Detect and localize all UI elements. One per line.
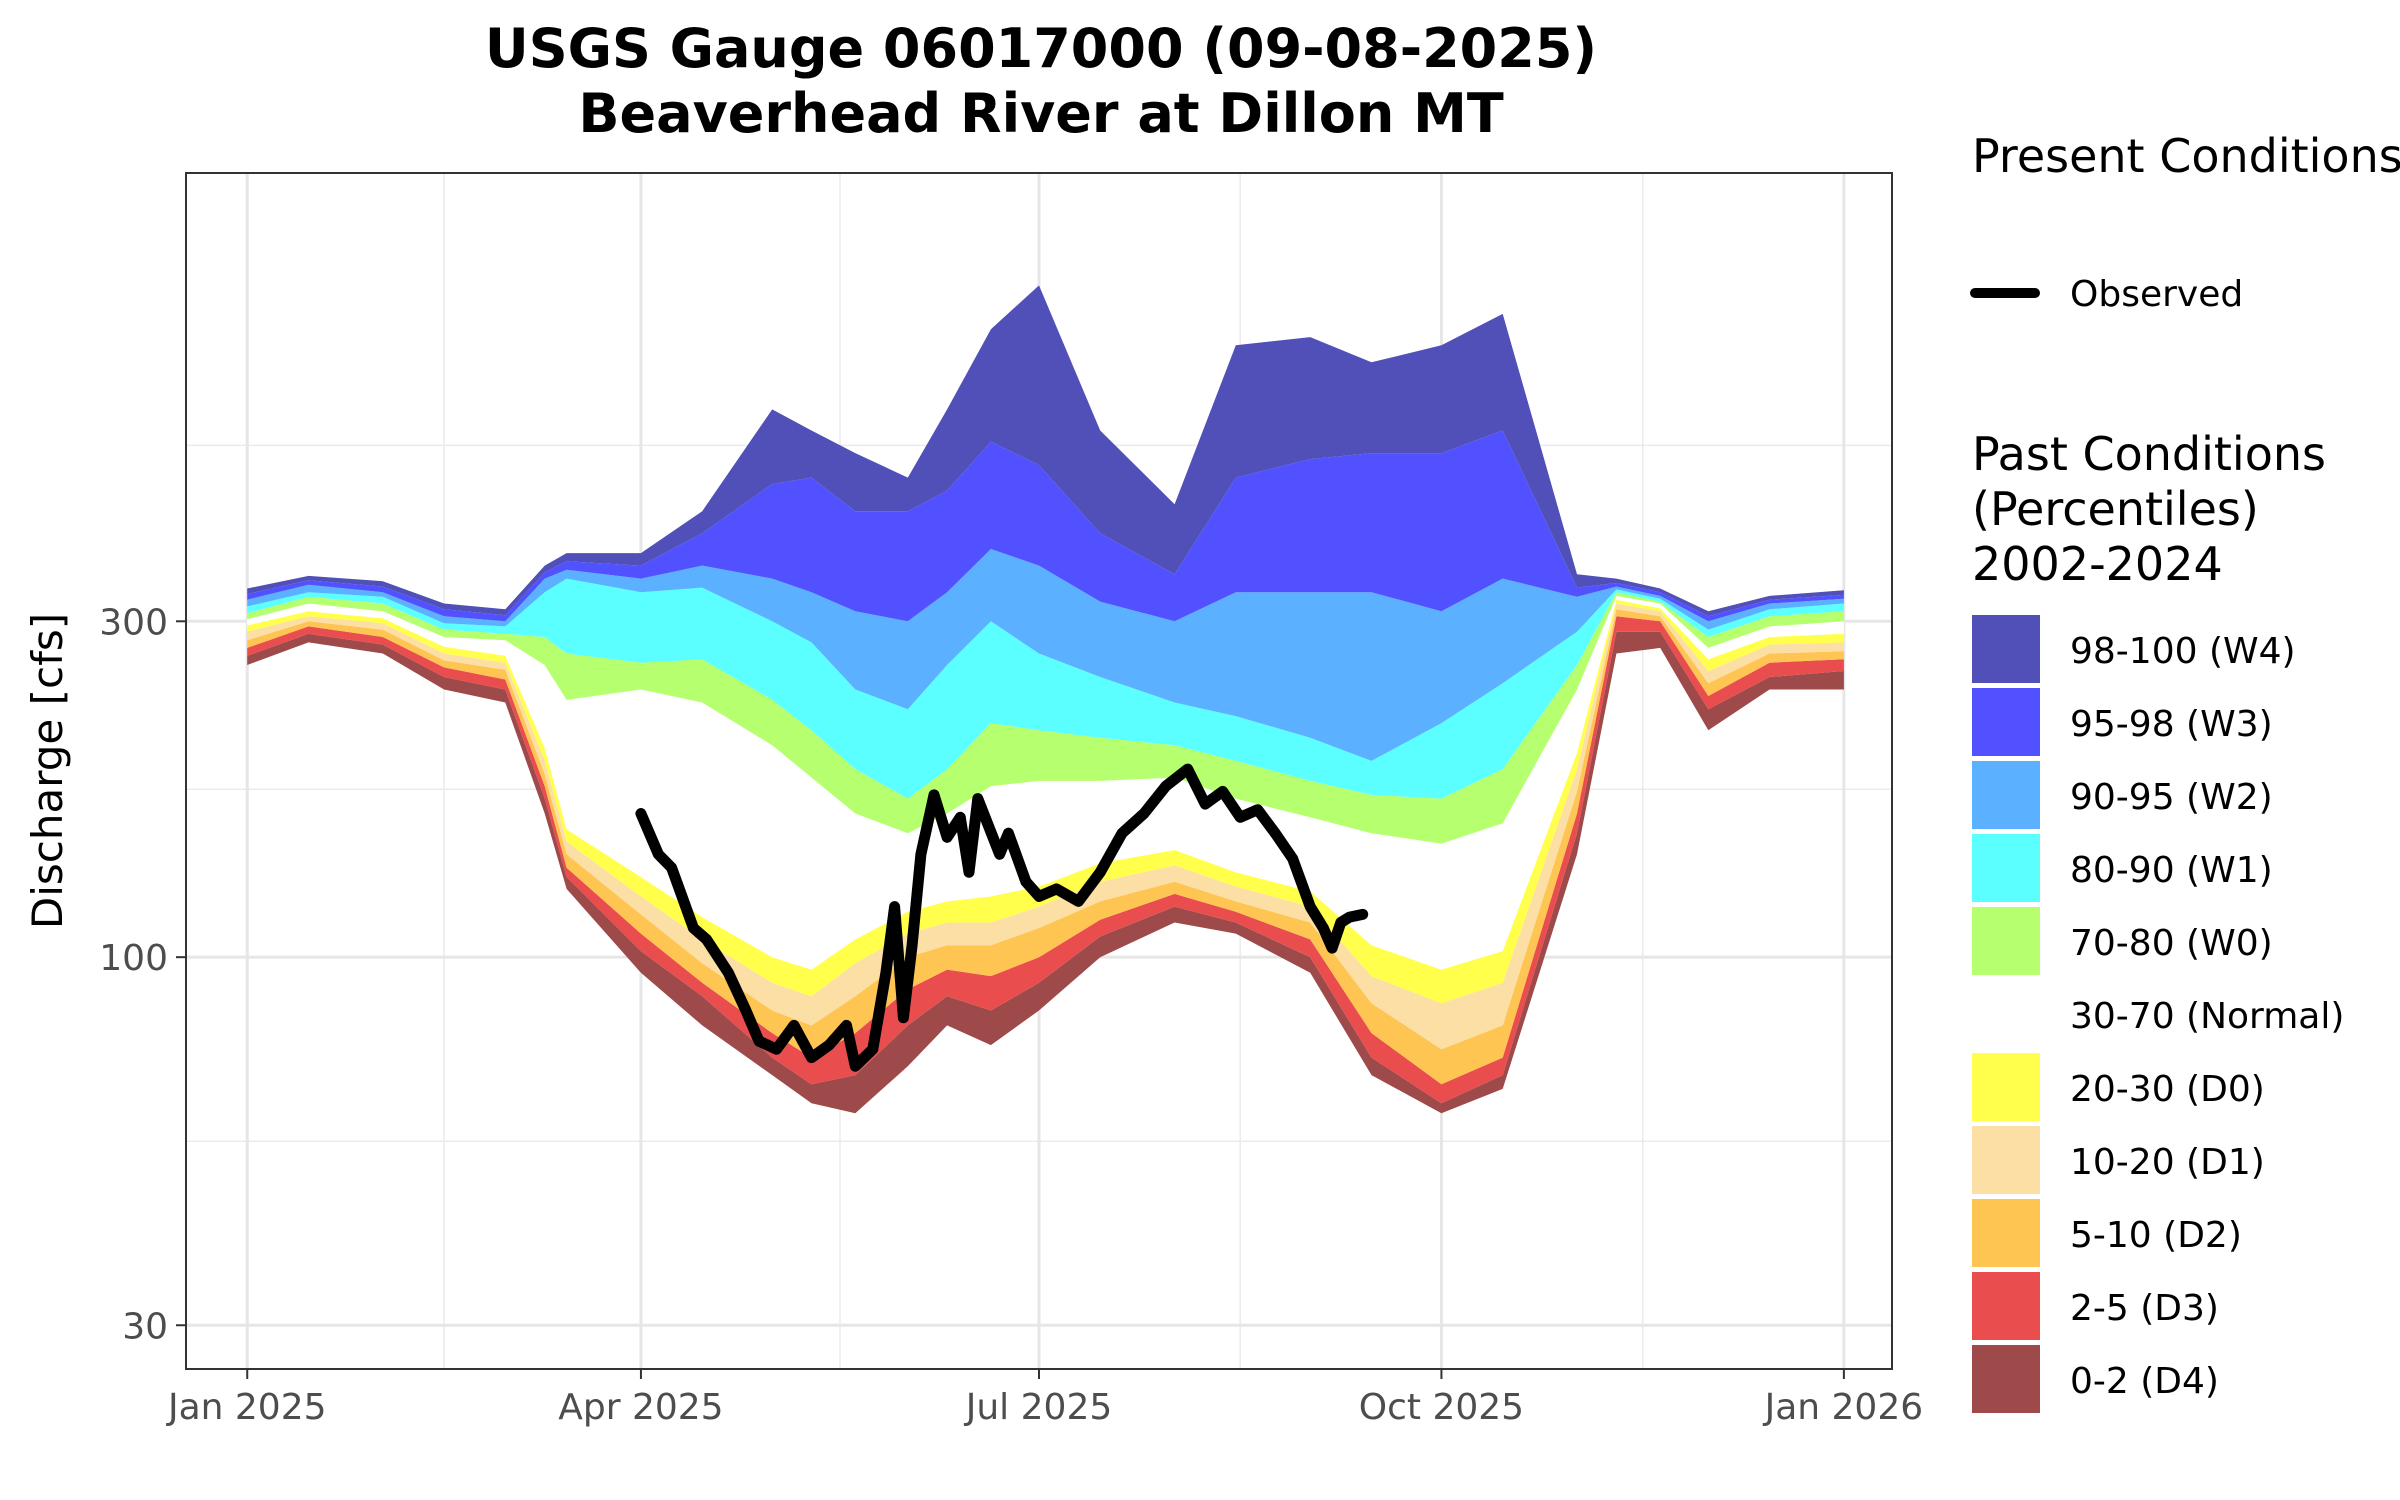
legend-key xyxy=(1972,1272,2040,1340)
legend-key xyxy=(1972,980,2040,1048)
band-80-90-w1 xyxy=(247,578,1844,799)
band-70-80-w0 xyxy=(247,592,1844,844)
legend-label: 2-5 (D3) xyxy=(2070,1288,2219,1329)
y-axis-title: Discharge [cfs] xyxy=(23,613,72,929)
legend-label: 98-100 (W4) xyxy=(2070,631,2296,672)
x-tick-label: Oct 2025 xyxy=(1359,1387,1524,1428)
legend-key xyxy=(1972,1126,2040,1194)
band-30-70-normal xyxy=(247,595,1844,970)
band-90-95-w2 xyxy=(247,549,1844,761)
legend-key xyxy=(1972,907,2040,975)
band-2-5-d3 xyxy=(247,616,1844,1104)
chart-title-line1: USGS Gauge 06017000 (09-08-2025) xyxy=(485,17,1597,80)
past-legend-title-line1: Past Conditions xyxy=(1972,427,2326,481)
x-tick-label: Jan 2025 xyxy=(166,1387,327,1428)
legend-label: 80-90 (W1) xyxy=(2070,850,2273,891)
band-20-30-d0 xyxy=(247,599,1844,1004)
legend-label: 90-95 (W2) xyxy=(2070,777,2273,818)
x-tick-label: Jan 2026 xyxy=(1763,1387,1924,1428)
legend-key xyxy=(1972,1199,2040,1267)
legend: Present Conditions Observed Past Conditi… xyxy=(1970,129,2400,1413)
legend-label: 70-80 (W0) xyxy=(2070,923,2273,964)
band-5-10-d2 xyxy=(247,609,1844,1085)
y-axis: 30 100 300 xyxy=(99,602,186,1347)
legend-label: 0-2 (D4) xyxy=(2070,1361,2219,1402)
legend-key xyxy=(1972,1345,2040,1413)
observed-line xyxy=(635,763,1369,1072)
y-tick-label: 100 xyxy=(99,938,168,979)
legend-key xyxy=(1972,615,2040,683)
past-legend-title-line2: (Percentiles) xyxy=(1972,482,2259,536)
legend-key xyxy=(1972,688,2040,756)
legend-label: 30-70 (Normal) xyxy=(2070,996,2344,1037)
x-tick-label: Jul 2025 xyxy=(964,1387,1113,1428)
present-legend-title: Present Conditions xyxy=(1972,129,2400,183)
past-legend-title-line3: 2002-2024 xyxy=(1972,537,2223,591)
band-95-98-w3 xyxy=(247,430,1844,622)
band-10-20-d1 xyxy=(247,603,1844,1050)
legend-label: 95-98 (W3) xyxy=(2070,704,2273,745)
legend-key xyxy=(1972,1053,2040,1121)
y-tick-label: 300 xyxy=(99,602,168,643)
legend-key xyxy=(1972,834,2040,902)
x-tick-label: Apr 2025 xyxy=(558,1387,723,1428)
x-axis: Jan 2025 Apr 2025 Jul 2025 Oct 2025 Jan 2026 xyxy=(166,1369,1923,1428)
legend-key xyxy=(1972,761,2040,829)
legend-label: 5-10 (D2) xyxy=(2070,1215,2242,1256)
legend-label: 20-30 (D0) xyxy=(2070,1069,2265,1110)
legend-label: 10-20 (D1) xyxy=(2070,1142,2265,1183)
y-tick-label: 30 xyxy=(122,1306,168,1347)
band-0-2-d4 xyxy=(247,631,1844,1114)
band-98-100-w4 xyxy=(247,285,1844,617)
observed-legend-label: Observed xyxy=(2070,274,2243,315)
observed-series xyxy=(635,763,1369,1072)
percentile-bands xyxy=(247,285,1844,1114)
chart-title-line2: Beaverhead River at Dillon MT xyxy=(578,82,1503,145)
